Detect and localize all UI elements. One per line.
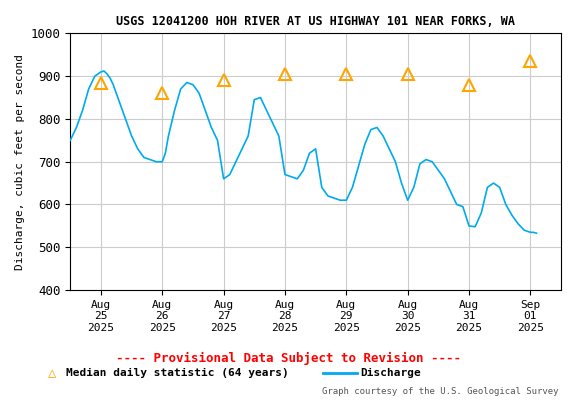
Y-axis label: Discharge, cubic feet per second: Discharge, cubic feet per second [15, 54, 25, 270]
Text: ---- Provisional Data Subject to Revision ----: ---- Provisional Data Subject to Revisio… [116, 352, 460, 364]
Text: Median daily statistic (64 years): Median daily statistic (64 years) [66, 368, 289, 378]
Text: △: △ [48, 366, 56, 380]
Text: Graph courtesy of the U.S. Geological Survey: Graph courtesy of the U.S. Geological Su… [322, 387, 559, 396]
Text: Discharge: Discharge [360, 368, 420, 378]
Title: USGS 12041200 HOH RIVER AT US HIGHWAY 101 NEAR FORKS, WA: USGS 12041200 HOH RIVER AT US HIGHWAY 10… [116, 15, 515, 28]
